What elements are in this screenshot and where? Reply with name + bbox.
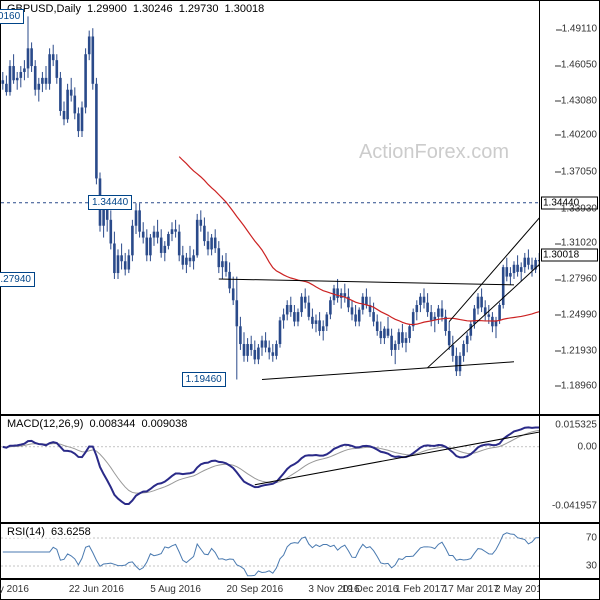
price-annotation: 1.27940 (0, 272, 35, 287)
ytick-label: 1.46050 (561, 60, 597, 71)
ytick-label: -0.041957 (552, 500, 597, 511)
rsi-panel: RSI(14) 63.6258 70 30 (1, 523, 599, 579)
price-yaxis: 1.491101.460501.430801.402001.370501.344… (539, 1, 599, 414)
ohlc-h: 1.30246 (133, 3, 173, 15)
price-annotation: 1.19460 (182, 372, 226, 387)
macd-svg (1, 416, 541, 524)
ytick-label: 1.21930 (561, 345, 597, 356)
price-annotation: 1.34440 (88, 195, 132, 210)
xtick-label: 17 Mar 2017 (443, 584, 499, 595)
price-marker: 1.30018 (541, 249, 598, 262)
macd-panel: MACD(12,26,9) 0.008344 0.009038 0.015325… (1, 415, 599, 523)
price-plot[interactable]: GBPUSD,Daily 1.29900 1.30246 1.29730 1.3… (1, 1, 539, 414)
ytick-label: 1.18960 (561, 380, 597, 391)
ytick-label: 1.49110 (562, 24, 597, 35)
xtick-label: 22 Jun 2016 (69, 584, 124, 595)
ytick-label: 0.00 (578, 441, 597, 452)
ytick-label: 30 (586, 561, 597, 572)
macd-yaxis: 0.015325 0.00 -0.041957 (539, 416, 599, 522)
chart-container: GBPUSD,Daily 1.29900 1.30246 1.29730 1.3… (0, 0, 600, 600)
price-panel: GBPUSD,Daily 1.29900 1.30246 1.29730 1.3… (1, 1, 599, 415)
rsi-yaxis: 70 30 (539, 524, 599, 578)
price-svg (1, 1, 541, 415)
ytick-label: 1.24990 (561, 309, 597, 320)
timeframe: Daily (57, 3, 81, 15)
rsi-plot[interactable]: RSI(14) 63.6258 (1, 524, 539, 578)
ytick-label: 0.015325 (555, 420, 597, 431)
xtick-label: 20 Sep 2016 (226, 584, 283, 595)
xtick-label: 1 Feb 2017 (395, 584, 446, 595)
rsi-title: RSI(14) 63.6258 (5, 526, 93, 538)
ytick-label: 1.37050 (561, 166, 597, 177)
ytick-label: 1.27960 (561, 274, 597, 285)
xtick-label: 5 Aug 2016 (150, 584, 201, 595)
macd-plot[interactable]: MACD(12,26,9) 0.008344 0.009038 (1, 416, 539, 522)
macd-title: MACD(12,26,9) 0.008344 0.009038 (5, 418, 189, 430)
ytick-label: 1.43080 (561, 95, 597, 106)
ytick-label: 70 (586, 533, 597, 544)
price-annotation: 1.50160 (0, 9, 24, 24)
xaxis-area: 9 May 2016 22 Jun 2016 5 Aug 2016 20 Sep 20… (1, 580, 539, 599)
xaxis-corner (539, 580, 599, 599)
xtick-label: 19 Dec 2016 (342, 584, 399, 595)
ytick-label: 1.40200 (561, 129, 597, 140)
ohlc-c: 1.30018 (225, 3, 265, 15)
xtick-label: 9 May 2016 (0, 584, 29, 595)
xaxis-panel: 9 May 2016 22 Jun 2016 5 Aug 2016 20 Sep 20… (1, 579, 599, 600)
ohlc-o: 1.29900 (87, 3, 127, 15)
ytick-label: 1.31020 (561, 238, 597, 249)
ohlc-l: 1.29730 (179, 3, 219, 15)
price-title: GBPUSD,Daily 1.29900 1.30246 1.29730 1.3… (5, 3, 266, 15)
ytick-label: 1.33930 (561, 203, 597, 214)
